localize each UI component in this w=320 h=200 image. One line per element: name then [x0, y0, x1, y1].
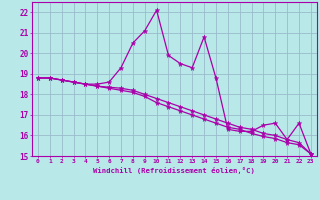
- X-axis label: Windchill (Refroidissement éolien,°C): Windchill (Refroidissement éolien,°C): [93, 167, 255, 174]
